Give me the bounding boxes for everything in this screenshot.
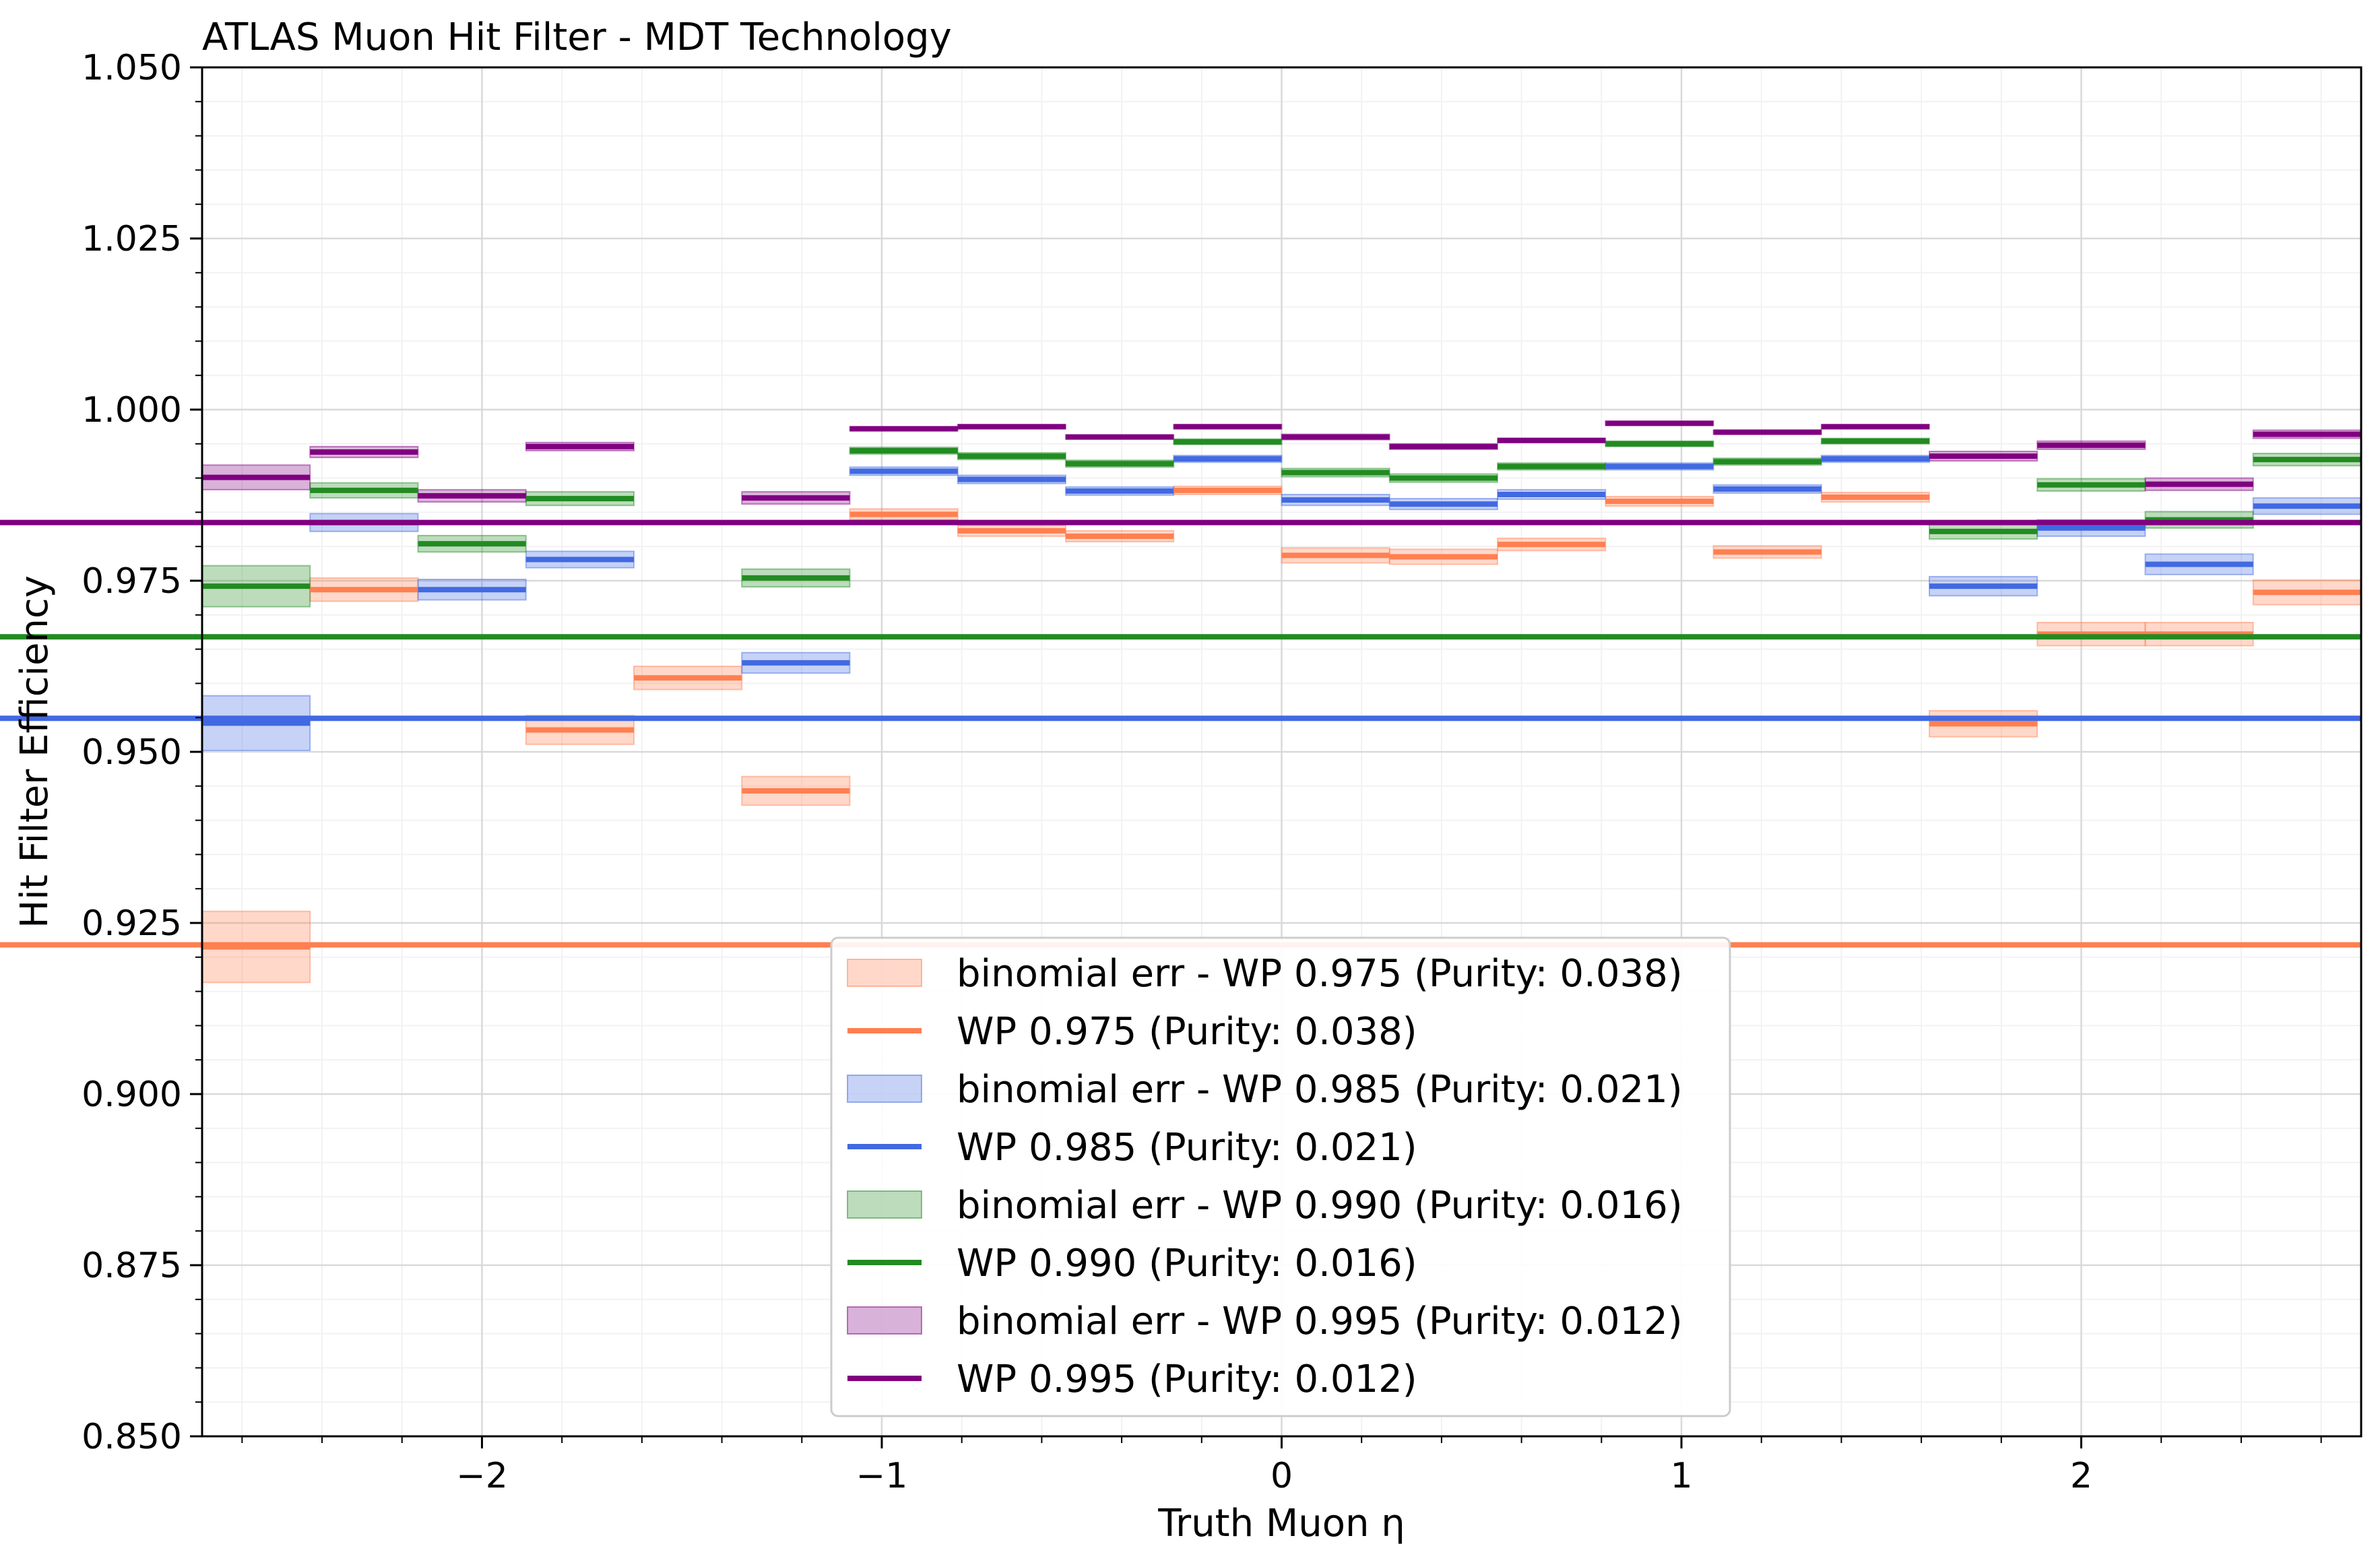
y-tick-label: 0.850 bbox=[82, 1417, 182, 1457]
x-tick-label: −1 bbox=[856, 1456, 908, 1496]
x-tick-label: 2 bbox=[2070, 1456, 2092, 1496]
legend-label: WP 0.975 (Purity: 0.038) bbox=[957, 1010, 1417, 1054]
y-tick-label: 0.900 bbox=[82, 1075, 182, 1115]
x-tick-label: 0 bbox=[1271, 1456, 1293, 1496]
legend-swatch-band bbox=[847, 1306, 922, 1335]
legend-label: binomial err - WP 0.985 (Purity: 0.021) bbox=[957, 1068, 1683, 1112]
x-tick-label: 1 bbox=[1670, 1456, 1692, 1496]
y-tick-label: 0.975 bbox=[82, 561, 182, 602]
y-tick-label: 1.000 bbox=[82, 390, 182, 430]
legend-box bbox=[830, 936, 1731, 1417]
legend-swatch-band bbox=[847, 1190, 922, 1219]
y-tick-label: 0.875 bbox=[82, 1246, 182, 1286]
y-tick-label: 1.025 bbox=[82, 219, 182, 259]
y-tick-label: 0.950 bbox=[82, 732, 182, 773]
legend-label: WP 0.990 (Purity: 0.016) bbox=[957, 1242, 1417, 1285]
legend-label: WP 0.985 (Purity: 0.021) bbox=[957, 1126, 1417, 1170]
legend-label: binomial err - WP 0.990 (Purity: 0.016) bbox=[957, 1184, 1683, 1227]
legend-swatch-band bbox=[847, 959, 922, 987]
legend-label: binomial err - WP 0.975 (Purity: 0.038) bbox=[957, 952, 1683, 996]
legend-swatch-band bbox=[847, 1075, 922, 1103]
legend-label: WP 0.995 (Purity: 0.012) bbox=[957, 1357, 1417, 1401]
y-tick-label: 0.925 bbox=[82, 903, 182, 944]
chart-title: ATLAS Muon Hit Filter - MDT Technology bbox=[202, 15, 952, 59]
x-axis-label: Truth Muon η bbox=[1157, 1502, 1405, 1545]
y-tick-label: 1.050 bbox=[82, 48, 182, 88]
legend-label: binomial err - WP 0.995 (Purity: 0.012) bbox=[957, 1300, 1683, 1343]
y-axis-label: Hit Filter Efficiency bbox=[13, 575, 57, 928]
axis-ticks: −2 −1 0 1 2 0.850 0.875 0.900 0.925 0.950 0.975 1.0… bbox=[82, 48, 2322, 1496]
x-tick-label: −2 bbox=[456, 1456, 508, 1496]
legend: binomial err - WP 0.975 (Purity: 0.038) W… bbox=[830, 936, 1731, 1417]
